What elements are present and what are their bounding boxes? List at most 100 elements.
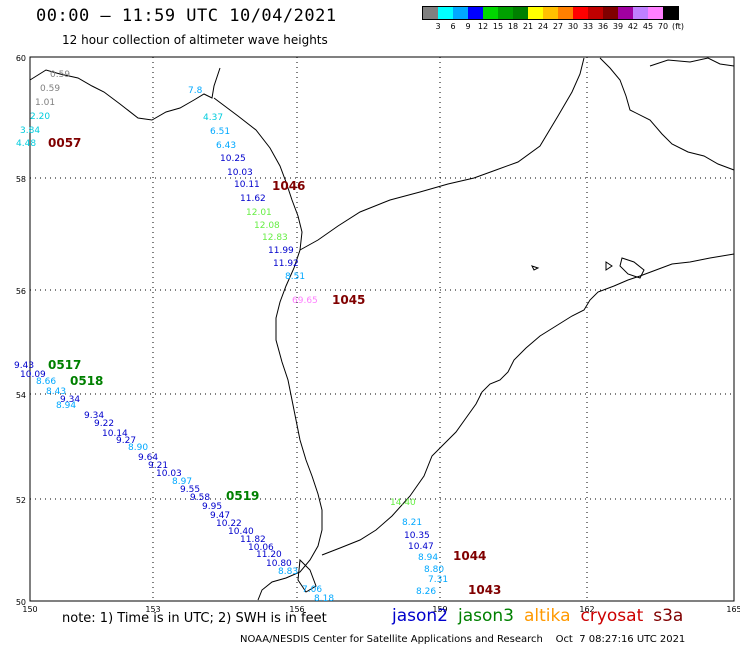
legend-tick: 12 (477, 22, 489, 31)
coastline-west (29, 67, 323, 601)
legend-color-box (468, 7, 483, 19)
longitude-label: 162 (579, 605, 594, 614)
wave-height-value: 12.83 (262, 233, 288, 243)
track-time-label: 1045 (332, 293, 365, 307)
legend-color-box (513, 7, 528, 19)
wave-height-value: 4.37 (203, 113, 223, 123)
legend-tick: 36 (597, 22, 609, 31)
wave-height-value: 8.94 (418, 553, 438, 563)
legend-color-box (618, 7, 633, 19)
wave-height-value: 11.20 (256, 550, 282, 560)
track-time-label: 1043 (468, 583, 501, 597)
wave-height-value: 69.65 (292, 296, 318, 306)
legend-color-box (453, 7, 468, 19)
legend-tick: 9 (465, 22, 471, 31)
wave-height-value: 11.82 (240, 535, 266, 545)
track-time-label: 0517 (48, 358, 81, 372)
legend-color-box (423, 7, 438, 19)
legend-tick: 15 (492, 22, 504, 31)
track-time-label: 0519 (226, 489, 259, 503)
coastline-north (299, 57, 735, 251)
wave-height-value: 12.08 (254, 221, 280, 231)
legend-tick: 39 (612, 22, 624, 31)
note-text: note: 1) Time is in UTC; 2) SWH is in fe… (62, 611, 327, 626)
legend-tick: 24 (537, 22, 549, 31)
legend-color-box (483, 7, 498, 19)
wave-height-value: 3.84 (20, 126, 40, 136)
wave-height-value: 9.34 (84, 411, 104, 421)
wave-height-value: 10.03 (156, 469, 182, 479)
legend-color-box (543, 7, 558, 19)
wave-height-value: 10.35 (404, 531, 430, 541)
wave-height-value: 0.59 (50, 70, 70, 80)
map-frame (29, 56, 735, 602)
wave-height-value: 7.8 (188, 86, 203, 96)
latitude-label: 50 (16, 598, 26, 607)
wave-height-value: 9.47 (210, 511, 230, 521)
legend-color-box (573, 7, 588, 19)
legend-color-box (633, 7, 648, 19)
wave-height-value: 8.83 (278, 567, 298, 577)
track-labels: 0057 1046 1045 0517 0518 0519 1044 1043 (48, 136, 501, 597)
coastline (29, 57, 735, 601)
mission-label: jason2 (392, 606, 448, 626)
page-subtitle: 12 hour collection of altimeter wave hei… (62, 33, 328, 47)
legend-tick: 45 (642, 22, 654, 31)
cape-lopatka (297, 558, 317, 593)
wave-height-value: 7.31 (428, 575, 448, 585)
wave-height-value: 8.90 (128, 443, 148, 453)
wave-height-value: 8.94 (56, 401, 76, 411)
mission-label: cryosat (580, 606, 644, 626)
wave-height-value: 10.22 (216, 519, 242, 529)
legend-color-box (528, 7, 543, 19)
track-time-label: 1046 (272, 179, 305, 193)
wave-height-value: 8.43 (46, 387, 66, 397)
wave-height-value: 9.21 (148, 461, 168, 471)
wave-height-value: 10.25 (220, 154, 246, 164)
wave-height-value: 10.47 (408, 542, 434, 552)
legend-tick: 33 (582, 22, 594, 31)
track-time-label: 0057 (48, 136, 81, 150)
mission-label: s3a (653, 606, 684, 626)
wave-height-legend: 3 6 9 12 15 18 21 24 27 30 33 36 39 42 45 70 (ft) (422, 6, 684, 32)
wave-height-value: 9.22 (94, 419, 114, 429)
legend-tick: 6 (450, 22, 456, 31)
legend-color-box (603, 7, 618, 19)
legend-color-box (648, 7, 663, 19)
wave-height-value: 9.64 (138, 453, 158, 463)
wave-height-value: 14.40 (390, 498, 416, 508)
legend-tick: 21 (522, 22, 534, 31)
legend-color-box (663, 7, 678, 19)
longitude-label: 153 (145, 605, 160, 614)
page-title: 00:00 – 11:59 UTC 10/04/2021 (36, 6, 337, 26)
legend-tick: 27 (552, 22, 564, 31)
wave-height-value: 11.99 (268, 246, 294, 256)
legend-color-scale (422, 6, 679, 20)
wave-height-value: 10.09 (20, 370, 46, 380)
legend-tick-labels: 3 6 9 12 15 18 21 24 27 30 33 36 39 42 45 70 (ft) (422, 20, 684, 32)
wave-height-value: 8.66 (36, 377, 56, 387)
mission-label: jason3 (458, 606, 514, 626)
wave-height-value: 8.26 (416, 587, 436, 597)
graticule (30, 57, 734, 601)
wave-height-value: 12.01 (246, 208, 272, 218)
track-time-label: 0518 (70, 374, 103, 388)
legend-tick: 18 (507, 22, 519, 31)
wave-height-value: 8.97 (172, 477, 192, 487)
wave-height-value: 9.58 (190, 493, 210, 503)
wave-height-value: 11.92 (273, 259, 299, 269)
mission-legend: jason2 jason3 altika cryosat s3a (392, 606, 693, 626)
latitude-label: 58 (16, 175, 26, 184)
wave-height-values: 0.59 0.59 1.01 2.20 3.84 4.48 7.8 4.37 6.51 6.43 1… (14, 70, 448, 604)
legend-tick: 30 (567, 22, 579, 31)
wave-height-value: 7.06 (302, 585, 322, 595)
wave-height-value: 8.21 (402, 518, 422, 528)
mission-label: altika (524, 606, 571, 626)
islands (531, 57, 735, 279)
wave-height-value: 2.20 (30, 112, 50, 122)
longitude-label: 156 (289, 605, 304, 614)
latitude-label: 54 (16, 391, 26, 400)
wave-height-value: 10.06 (248, 543, 274, 553)
